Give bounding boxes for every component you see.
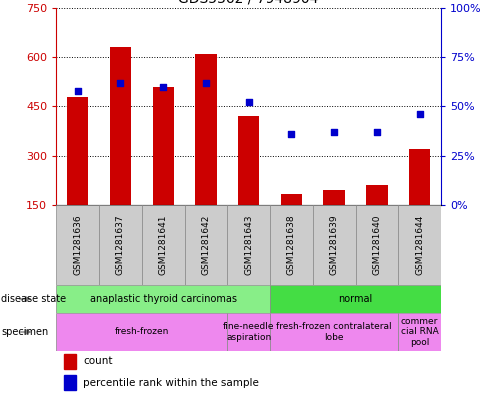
Bar [270, 205, 313, 285]
Text: specimen: specimen [1, 327, 48, 337]
Bar [56, 285, 270, 313]
Point [159, 84, 167, 90]
Point [202, 80, 210, 86]
Text: fresh-frozen: fresh-frozen [115, 327, 169, 336]
Point [74, 88, 82, 94]
Bar [356, 205, 398, 285]
Bar [152, 87, 174, 205]
Bar [270, 285, 441, 313]
Text: GSM1281641: GSM1281641 [159, 215, 168, 275]
Point [416, 111, 423, 118]
Text: percentile rank within the sample: percentile rank within the sample [83, 378, 259, 387]
Bar [227, 313, 270, 351]
Point [117, 80, 124, 86]
Bar [64, 375, 75, 389]
Bar [110, 47, 131, 205]
Point [288, 131, 295, 137]
Text: GSM1281644: GSM1281644 [415, 215, 424, 275]
Bar [398, 313, 441, 351]
Bar [64, 354, 75, 369]
Bar [238, 116, 259, 205]
Bar [281, 193, 302, 205]
Point [373, 129, 381, 135]
Bar [323, 190, 345, 205]
Bar [313, 205, 356, 285]
Point [330, 129, 338, 135]
Bar [398, 205, 441, 285]
Bar [56, 313, 227, 351]
Bar [185, 205, 227, 285]
Text: fresh-frozen contralateral
lobe: fresh-frozen contralateral lobe [276, 322, 392, 342]
Text: normal: normal [339, 294, 373, 304]
Point [245, 99, 252, 106]
Bar [195, 54, 217, 205]
Text: GSM1281637: GSM1281637 [116, 215, 125, 275]
Text: fine-needle
aspiration: fine-needle aspiration [223, 322, 274, 342]
Text: count: count [83, 356, 113, 367]
Text: GSM1281638: GSM1281638 [287, 215, 296, 275]
Text: GSM1281643: GSM1281643 [244, 215, 253, 275]
Bar [67, 97, 88, 205]
Text: GSM1281640: GSM1281640 [372, 215, 381, 275]
Bar [99, 205, 142, 285]
Bar [227, 205, 270, 285]
Bar [270, 313, 398, 351]
Text: anaplastic thyroid carcinomas: anaplastic thyroid carcinomas [90, 294, 237, 304]
Bar [142, 205, 185, 285]
Text: disease state: disease state [1, 294, 66, 304]
Text: GSM1281639: GSM1281639 [330, 215, 339, 275]
Bar [409, 149, 430, 205]
Text: commer
cial RNA
pool: commer cial RNA pool [401, 317, 439, 347]
Bar [366, 185, 388, 205]
Bar [56, 205, 99, 285]
Title: GDS5362 / 7948904: GDS5362 / 7948904 [178, 0, 319, 5]
Text: GSM1281636: GSM1281636 [73, 215, 82, 275]
Text: GSM1281642: GSM1281642 [201, 215, 210, 275]
